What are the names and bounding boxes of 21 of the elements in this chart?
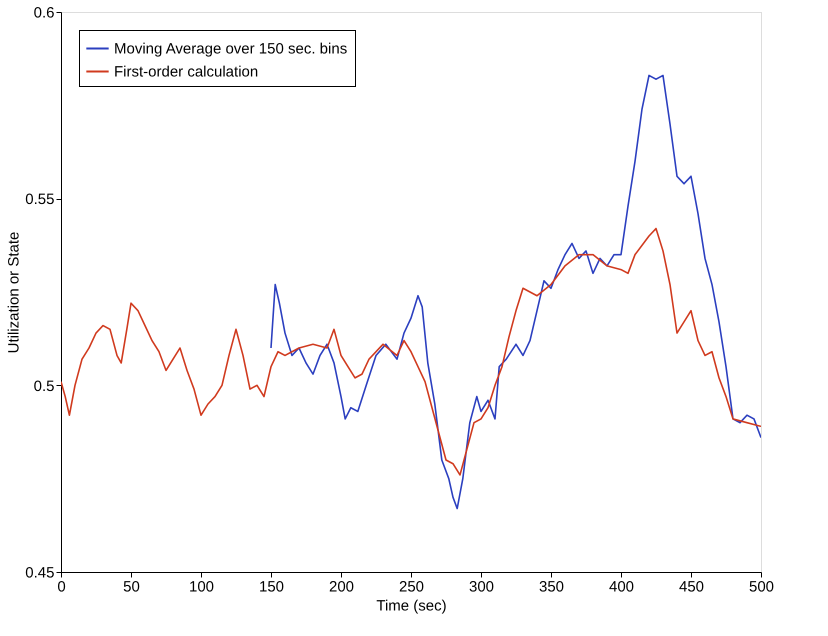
y-axis-title: Utilization or State bbox=[5, 232, 22, 354]
x-tick-label: 100 bbox=[188, 578, 214, 596]
x-tick-label: 50 bbox=[123, 578, 140, 596]
y-tick-label: 0.5 bbox=[34, 378, 54, 395]
legend-label: Moving Average over 150 sec. bins bbox=[114, 40, 348, 58]
x-tick-label: 300 bbox=[468, 578, 494, 596]
x-tick-label: 500 bbox=[748, 578, 774, 596]
legend-label: First-order calculation bbox=[114, 64, 258, 80]
y-tick-label: 0.6 bbox=[34, 4, 54, 22]
x-axis-title: Time (sec) bbox=[376, 598, 447, 614]
y-tick-label: 0.45 bbox=[25, 564, 54, 582]
x-tick-label: 450 bbox=[678, 578, 704, 596]
y-tick-label: 0.55 bbox=[25, 191, 54, 208]
line-series bbox=[61, 228, 761, 476]
x-tick-label: 250 bbox=[398, 578, 424, 596]
x-tick-label: 200 bbox=[328, 578, 354, 596]
line-series bbox=[270, 74, 761, 510]
x-tick-label: 150 bbox=[258, 578, 284, 596]
x-tick-label: 0 bbox=[57, 578, 66, 596]
x-tick-label: 350 bbox=[538, 578, 564, 596]
x-tick-label: 400 bbox=[608, 578, 634, 596]
